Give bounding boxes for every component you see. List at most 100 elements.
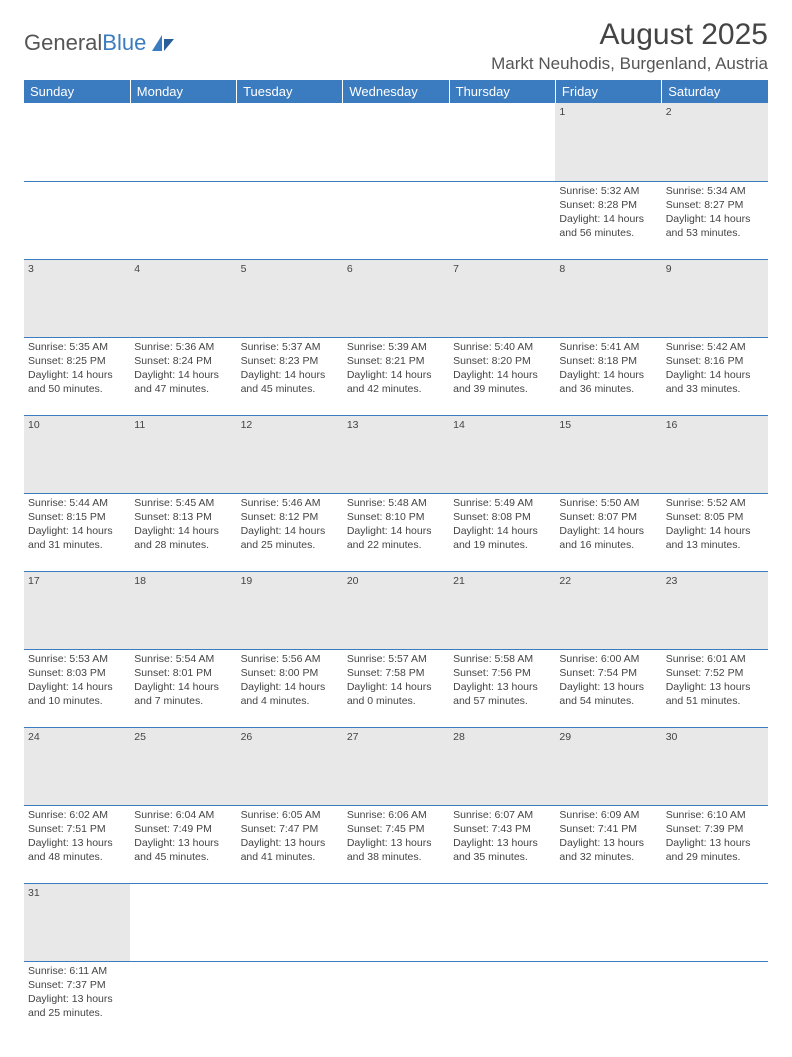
day-number-cell bbox=[237, 883, 343, 961]
sunset-text: Sunset: 8:01 PM bbox=[134, 666, 232, 680]
sunrise-text: Sunrise: 5:39 AM bbox=[347, 340, 445, 354]
sunset-text: Sunset: 8:00 PM bbox=[241, 666, 339, 680]
day-content-cell: Sunrise: 5:40 AMSunset: 8:20 PMDaylight:… bbox=[449, 337, 555, 415]
sunset-text: Sunset: 8:13 PM bbox=[134, 510, 232, 524]
daylight-text: and 0 minutes. bbox=[347, 694, 445, 708]
sunset-text: Sunset: 8:28 PM bbox=[559, 198, 657, 212]
day-number-cell bbox=[343, 103, 449, 181]
day-content-cell bbox=[449, 961, 555, 1039]
daylight-text: Daylight: 14 hours bbox=[347, 368, 445, 382]
day-content-cell: Sunrise: 5:50 AMSunset: 8:07 PMDaylight:… bbox=[555, 493, 661, 571]
daylight-text: and 4 minutes. bbox=[241, 694, 339, 708]
day-content-cell: Sunrise: 5:52 AMSunset: 8:05 PMDaylight:… bbox=[662, 493, 768, 571]
day-content-cell: Sunrise: 5:56 AMSunset: 8:00 PMDaylight:… bbox=[237, 649, 343, 727]
daylight-text: and 25 minutes. bbox=[28, 1006, 126, 1020]
daylight-text: and 45 minutes. bbox=[241, 382, 339, 396]
daylight-text: Daylight: 13 hours bbox=[134, 836, 232, 850]
daylight-text: Daylight: 14 hours bbox=[453, 368, 551, 382]
daylight-text: Daylight: 13 hours bbox=[28, 836, 126, 850]
day-content-row: Sunrise: 5:53 AMSunset: 8:03 PMDaylight:… bbox=[24, 649, 768, 727]
day-number-row: 12 bbox=[24, 103, 768, 181]
day-number-cell: 2 bbox=[662, 103, 768, 181]
sunrise-text: Sunrise: 5:40 AM bbox=[453, 340, 551, 354]
day-content-cell: Sunrise: 5:34 AMSunset: 8:27 PMDaylight:… bbox=[662, 181, 768, 259]
day-content-cell: Sunrise: 6:09 AMSunset: 7:41 PMDaylight:… bbox=[555, 805, 661, 883]
sunrise-text: Sunrise: 5:52 AM bbox=[666, 496, 764, 510]
sunset-text: Sunset: 7:37 PM bbox=[28, 978, 126, 992]
daylight-text: Daylight: 14 hours bbox=[347, 680, 445, 694]
day-number-cell: 15 bbox=[555, 415, 661, 493]
daylight-text: and 57 minutes. bbox=[453, 694, 551, 708]
day-content-cell: Sunrise: 5:32 AMSunset: 8:28 PMDaylight:… bbox=[555, 181, 661, 259]
sunset-text: Sunset: 7:41 PM bbox=[559, 822, 657, 836]
daylight-text: and 41 minutes. bbox=[241, 850, 339, 864]
sunrise-text: Sunrise: 5:36 AM bbox=[134, 340, 232, 354]
day-content-cell: Sunrise: 5:41 AMSunset: 8:18 PMDaylight:… bbox=[555, 337, 661, 415]
sunset-text: Sunset: 7:56 PM bbox=[453, 666, 551, 680]
sunset-text: Sunset: 8:12 PM bbox=[241, 510, 339, 524]
sunset-text: Sunset: 8:20 PM bbox=[453, 354, 551, 368]
day-content-cell bbox=[24, 181, 130, 259]
sunset-text: Sunset: 7:51 PM bbox=[28, 822, 126, 836]
day-number-row: 10111213141516 bbox=[24, 415, 768, 493]
day-number-cell: 23 bbox=[662, 571, 768, 649]
weekday-header: Tuesday bbox=[237, 80, 343, 103]
sunset-text: Sunset: 8:15 PM bbox=[28, 510, 126, 524]
sunrise-text: Sunrise: 5:56 AM bbox=[241, 652, 339, 666]
sunrise-text: Sunrise: 5:57 AM bbox=[347, 652, 445, 666]
daylight-text: Daylight: 14 hours bbox=[28, 368, 126, 382]
location-text: Markt Neuhodis, Burgenland, Austria bbox=[491, 54, 768, 74]
page-title: August 2025 bbox=[491, 18, 768, 52]
day-number-cell: 4 bbox=[130, 259, 236, 337]
daylight-text: and 42 minutes. bbox=[347, 382, 445, 396]
day-content-row: Sunrise: 5:44 AMSunset: 8:15 PMDaylight:… bbox=[24, 493, 768, 571]
sunrise-text: Sunrise: 5:41 AM bbox=[559, 340, 657, 354]
day-number-cell: 10 bbox=[24, 415, 130, 493]
day-content-cell: Sunrise: 5:46 AMSunset: 8:12 PMDaylight:… bbox=[237, 493, 343, 571]
day-content-cell: Sunrise: 5:58 AMSunset: 7:56 PMDaylight:… bbox=[449, 649, 555, 727]
sunrise-text: Sunrise: 6:06 AM bbox=[347, 808, 445, 822]
daylight-text: Daylight: 14 hours bbox=[241, 368, 339, 382]
day-content-cell: Sunrise: 6:10 AMSunset: 7:39 PMDaylight:… bbox=[662, 805, 768, 883]
day-content-cell: Sunrise: 6:01 AMSunset: 7:52 PMDaylight:… bbox=[662, 649, 768, 727]
day-number-cell: 27 bbox=[343, 727, 449, 805]
day-number-cell: 18 bbox=[130, 571, 236, 649]
day-number-row: 3456789 bbox=[24, 259, 768, 337]
day-number-cell bbox=[343, 883, 449, 961]
day-content-cell: Sunrise: 5:36 AMSunset: 8:24 PMDaylight:… bbox=[130, 337, 236, 415]
daylight-text: and 33 minutes. bbox=[666, 382, 764, 396]
daylight-text: Daylight: 13 hours bbox=[28, 992, 126, 1006]
daylight-text: Daylight: 13 hours bbox=[347, 836, 445, 850]
sunrise-text: Sunrise: 6:11 AM bbox=[28, 964, 126, 978]
sunrise-text: Sunrise: 6:07 AM bbox=[453, 808, 551, 822]
daylight-text: Daylight: 14 hours bbox=[559, 212, 657, 226]
day-number-cell: 7 bbox=[449, 259, 555, 337]
daylight-text: and 35 minutes. bbox=[453, 850, 551, 864]
sunset-text: Sunset: 8:24 PM bbox=[134, 354, 232, 368]
sunset-text: Sunset: 7:54 PM bbox=[559, 666, 657, 680]
daylight-text: Daylight: 14 hours bbox=[134, 524, 232, 538]
sunrise-text: Sunrise: 5:53 AM bbox=[28, 652, 126, 666]
day-content-row: Sunrise: 6:11 AMSunset: 7:37 PMDaylight:… bbox=[24, 961, 768, 1039]
daylight-text: and 38 minutes. bbox=[347, 850, 445, 864]
daylight-text: and 19 minutes. bbox=[453, 538, 551, 552]
daylight-text: and 29 minutes. bbox=[666, 850, 764, 864]
calendar-table: SundayMondayTuesdayWednesdayThursdayFrid… bbox=[24, 80, 768, 1039]
logo: GeneralBlue bbox=[24, 30, 176, 56]
day-number-cell: 6 bbox=[343, 259, 449, 337]
day-content-cell: Sunrise: 6:07 AMSunset: 7:43 PMDaylight:… bbox=[449, 805, 555, 883]
daylight-text: and 47 minutes. bbox=[134, 382, 232, 396]
daylight-text: Daylight: 14 hours bbox=[666, 212, 764, 226]
logo-text-2: Blue bbox=[102, 30, 146, 56]
day-content-row: Sunrise: 5:35 AMSunset: 8:25 PMDaylight:… bbox=[24, 337, 768, 415]
day-content-cell bbox=[449, 181, 555, 259]
sunrise-text: Sunrise: 6:02 AM bbox=[28, 808, 126, 822]
day-number-cell: 29 bbox=[555, 727, 661, 805]
day-number-cell: 12 bbox=[237, 415, 343, 493]
sunset-text: Sunset: 8:08 PM bbox=[453, 510, 551, 524]
daylight-text: and 56 minutes. bbox=[559, 226, 657, 240]
sunset-text: Sunset: 8:16 PM bbox=[666, 354, 764, 368]
sunrise-text: Sunrise: 6:09 AM bbox=[559, 808, 657, 822]
daylight-text: and 28 minutes. bbox=[134, 538, 232, 552]
sunrise-text: Sunrise: 5:42 AM bbox=[666, 340, 764, 354]
